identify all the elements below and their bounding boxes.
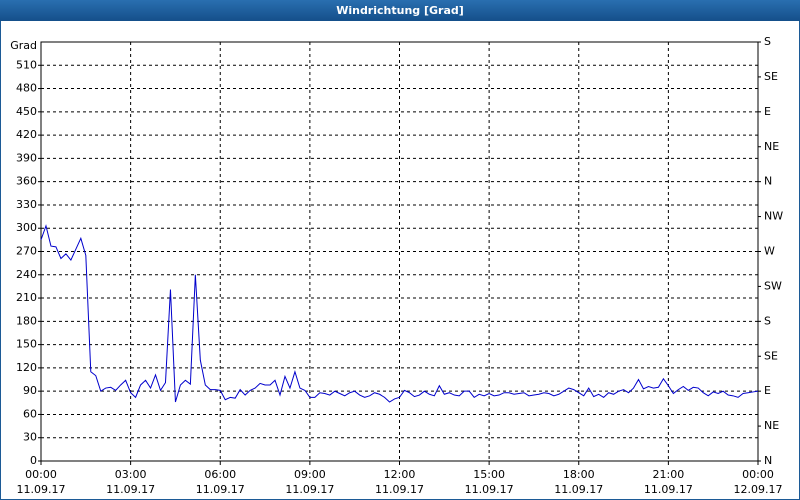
chart-title: Windrichtung [Grad]	[336, 4, 464, 17]
y2-tick-label: SE	[764, 70, 778, 83]
y-tick-label: 510	[16, 58, 37, 71]
y2-tick-label: S	[764, 314, 771, 327]
x-tick-label: 00:00	[742, 468, 774, 481]
x-tick-date: 11.09.17	[285, 483, 334, 496]
y-tick-label: 360	[16, 175, 37, 188]
x-tick-date: 11.09.17	[106, 483, 155, 496]
x-tick-date: 11.09.17	[17, 483, 66, 496]
title-bar	[0, 0, 800, 21]
y-tick-label: 330	[16, 198, 37, 211]
y2-tick-label: W	[764, 245, 775, 258]
y2-tick-label: E	[764, 384, 771, 397]
x-tick-label: 09:00	[294, 468, 326, 481]
y-tick-label: 60	[23, 407, 37, 420]
y-tick-label: 420	[16, 128, 37, 141]
x-tick-label: 00:00	[25, 468, 57, 481]
x-tick-date: 11.09.17	[465, 483, 514, 496]
y-tick-label: 120	[16, 361, 37, 374]
y-tick-label: 30	[23, 431, 37, 444]
x-tick-label: 03:00	[115, 468, 147, 481]
x-tick-label: 06:00	[204, 468, 236, 481]
y-tick-label: 270	[16, 245, 37, 258]
y-tick-label: 0	[30, 454, 37, 467]
y-tick-label: 240	[16, 268, 37, 281]
y2-tick-label: SW	[764, 279, 782, 292]
y2-tick-label: NW	[764, 210, 783, 223]
x-tick-label: 21:00	[653, 468, 685, 481]
y2-tick-label: N	[764, 454, 772, 467]
x-tick-label: 12:00	[384, 468, 416, 481]
data-line	[40, 224, 759, 403]
y-tick-label: 180	[16, 314, 37, 327]
x-tick-date: 11.09.17	[196, 483, 245, 496]
y2-tick-label: E	[764, 105, 771, 118]
x-tick-date: 12.09.17	[734, 483, 783, 496]
y2-tick-label: S	[764, 35, 771, 48]
x-tick-date: 11.09.17	[375, 483, 424, 496]
x-tick-label: 18:00	[563, 468, 595, 481]
y-tick-label: 390	[16, 151, 37, 164]
y-tick-label: 150	[16, 338, 37, 351]
y-tick-label: 480	[16, 82, 37, 95]
y-tick-label: 90	[23, 384, 37, 397]
y2-tick-label: N	[764, 175, 772, 188]
y-axis-label: Grad	[10, 39, 37, 52]
y-tick-label: 450	[16, 105, 37, 118]
y-tick-label: 300	[16, 221, 37, 234]
y2-tick-label: NE	[764, 140, 779, 153]
y2-tick-label: SE	[764, 349, 778, 362]
y2-tick-label: NE	[764, 419, 779, 432]
x-tick-label: 15:00	[473, 468, 505, 481]
x-tick-date: 11.09.17	[554, 483, 603, 496]
y-tick-label: 210	[16, 291, 37, 304]
x-tick-date: 11.09.17	[644, 483, 693, 496]
